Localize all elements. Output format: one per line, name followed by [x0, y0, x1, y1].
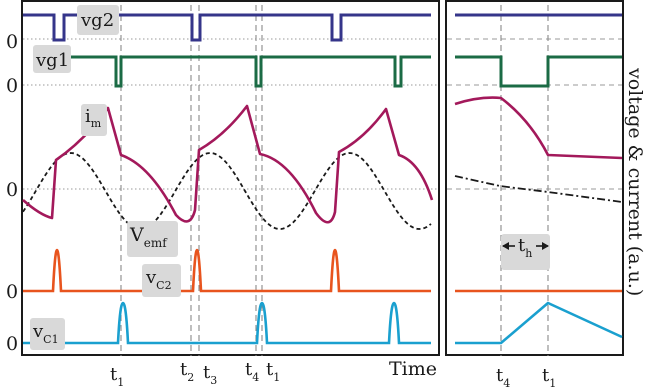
- th-arrowhead-left: [502, 242, 509, 250]
- vc2-trace: [23, 248, 431, 293]
- signal-labels: vg2 vg1 im Vemf vC2 vC1: [30, 5, 181, 350]
- vc1-label-base: v: [32, 321, 44, 342]
- left-marker-t1a: t1: [110, 364, 124, 389]
- vemf-label-box: [127, 221, 178, 257]
- traces: [22, 13, 623, 345]
- vemf-label: Vemf: [129, 224, 168, 250]
- zero-label-im: 0: [6, 179, 18, 201]
- vemf-trace-right: [454, 175, 623, 203]
- vc2-label-base: v: [145, 267, 157, 288]
- vc1-label: vC1: [32, 321, 59, 346]
- right-time-markers: t4 t1: [496, 365, 556, 390]
- im-label-sub: m: [91, 117, 102, 130]
- vemf-label-sub: emf: [144, 236, 168, 250]
- left-time-markers: t1 t2 t3 t4 t1 Time: [110, 358, 437, 389]
- vemf-trace: [22, 152, 432, 230]
- zero-label-vg2: 0: [6, 31, 18, 53]
- vc2-label-box: [142, 264, 181, 297]
- vg1-trace-right: [455, 55, 622, 88]
- vg1-label: vg1: [35, 50, 69, 71]
- right-marker-t4: t4: [496, 365, 510, 390]
- vg2-trace: [23, 13, 431, 42]
- left-marker-t3: t3: [203, 362, 217, 387]
- right-panel-frame: [445, 0, 624, 356]
- vc2-label: vC2: [145, 267, 172, 292]
- vg1-trace: [60, 55, 431, 88]
- th-label-box: [501, 234, 550, 270]
- th-label: th: [518, 235, 532, 260]
- im-trace-right: [454, 96, 623, 160]
- im-label-box: [81, 104, 107, 136]
- grid-lines: [23, 5, 622, 356]
- vc1-trace-right: [455, 301, 623, 345]
- vg1-label-box: [33, 45, 71, 73]
- zero-label-vc1: 0: [6, 333, 18, 355]
- vc1-label-sub: C1: [43, 333, 58, 346]
- vg2-label-box: [77, 5, 119, 35]
- im-label: im: [85, 106, 102, 130]
- im-label-base: i: [85, 106, 91, 127]
- vemf-label-base: V: [129, 224, 144, 246]
- zero-label-vg1: 0: [6, 75, 18, 97]
- th-arrowhead-right: [542, 242, 549, 250]
- vc1-label-box: [30, 318, 65, 350]
- left-marker-t2: t2: [180, 359, 194, 384]
- x-axis-label: Time: [389, 358, 437, 380]
- vc2-label-sub: C2: [156, 279, 171, 292]
- y-axis-label: voltage & current (a.u.): [624, 67, 645, 296]
- zero-labels: 0 0 0 0 0: [6, 31, 18, 355]
- right-marker-t1: t1: [542, 365, 556, 390]
- th-annotation: th: [501, 234, 550, 270]
- left-marker-t4: t4: [245, 359, 259, 384]
- left-marker-t1b: t1: [266, 359, 280, 384]
- vg2-label: vg2: [80, 10, 114, 31]
- vc1-trace: [23, 301, 431, 345]
- zero-label-vc2: 0: [6, 281, 18, 303]
- left-panel-frame: [21, 0, 440, 356]
